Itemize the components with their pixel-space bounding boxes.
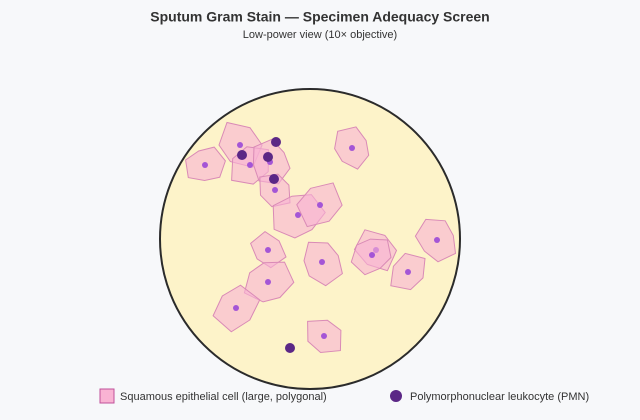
- cell-nucleus: [233, 305, 239, 311]
- pmns: [237, 137, 295, 353]
- cell-nucleus: [405, 269, 411, 275]
- cell-nucleus: [369, 252, 375, 258]
- pmn: [285, 343, 295, 353]
- cell-nucleus: [434, 237, 440, 243]
- cell-nucleus: [265, 279, 271, 285]
- cell-nucleus: [295, 212, 301, 218]
- cell-nucleus: [319, 259, 325, 265]
- pmn: [237, 150, 247, 160]
- legend-label: Squamous epithelial cell (large, polygon…: [120, 391, 327, 403]
- legend-label: Polymorphonuclear leukocyte (PMN): [410, 391, 589, 403]
- cell-nucleus: [265, 247, 271, 253]
- cell-nucleus: [317, 202, 323, 208]
- cell-nucleus: [237, 142, 243, 148]
- cell-nucleus: [272, 187, 278, 193]
- cell-nucleus: [247, 162, 253, 168]
- subtitle: Low-power view (10× objective): [243, 29, 397, 41]
- pmn: [269, 174, 279, 184]
- cell-nucleus: [202, 162, 208, 168]
- legend-swatch-pmn: [390, 390, 402, 402]
- title: Sputum Gram Stain — Specimen Adequacy Sc…: [150, 9, 489, 25]
- microscope-field: [159, 88, 461, 390]
- cells: [185, 121, 457, 354]
- cell-nucleus: [349, 145, 355, 151]
- legend-swatch-squamous: [99, 388, 115, 404]
- cell-nucleus: [321, 333, 327, 339]
- pmn: [263, 152, 273, 162]
- pmn: [271, 137, 281, 147]
